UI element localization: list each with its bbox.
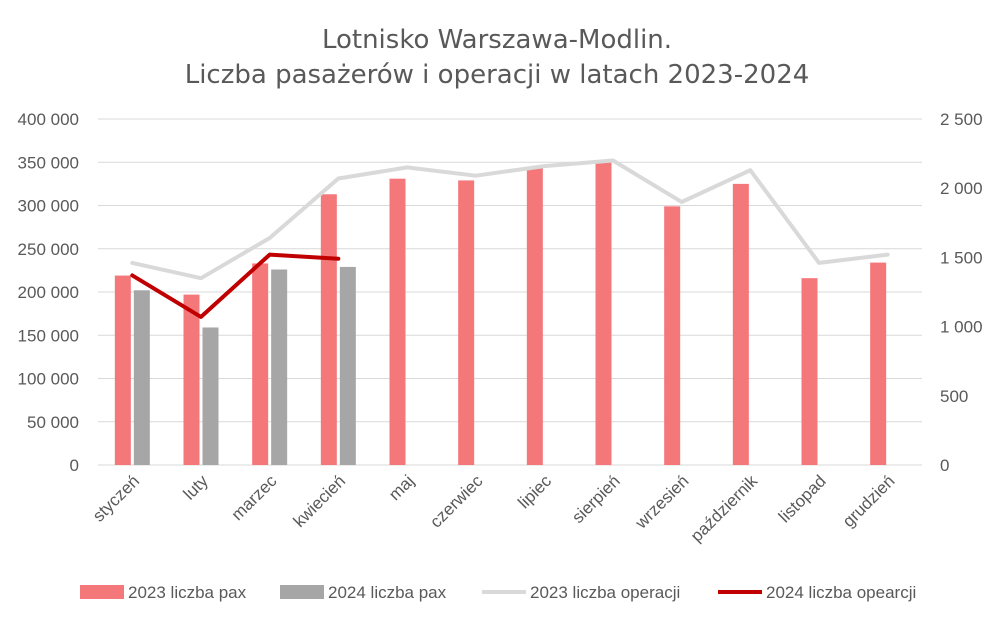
bar [458, 180, 475, 466]
bar [202, 327, 219, 465]
bar [801, 278, 818, 465]
legend-label: 2023 liczba pax [128, 583, 247, 602]
x-tick-label: kwiecień [290, 471, 350, 531]
bar [732, 183, 749, 465]
legend-swatch [80, 585, 124, 599]
legend: 2023 liczba pax 2024 liczba pax 2023 liczb… [80, 583, 916, 602]
x-tick-label: grudzień [839, 471, 899, 531]
bar [664, 206, 681, 466]
bar [526, 167, 543, 465]
x-tick-label: lipiec [514, 471, 555, 512]
series-line [130, 252, 341, 319]
y-right-tick-label: 1 500 [940, 248, 983, 267]
gridlines [98, 118, 922, 466]
lines [130, 158, 890, 319]
y-left-tick-label: 100 000 [18, 370, 79, 389]
y-left-tick-label: 400 000 [18, 110, 79, 129]
y-right-tick-label: 2 000 [940, 179, 983, 198]
bar [133, 290, 150, 465]
y-left-tick-label: 200 000 [18, 283, 79, 302]
x-tick-label: czerwiec [426, 471, 487, 532]
x-tick-label: listopad [775, 471, 830, 526]
y-left-tick-label: 0 [70, 456, 79, 475]
x-axis: styczeń luty marzec kwiecień maj czerwiec lipi… [89, 471, 899, 546]
y-left-tick-label: 250 000 [18, 240, 79, 259]
series-line [130, 158, 890, 281]
x-tick-label: maj [385, 471, 418, 504]
y-right-tick-label: 500 [940, 387, 968, 406]
bar [870, 262, 887, 465]
x-tick-label: marzec [228, 471, 281, 524]
bar [320, 194, 337, 465]
y-right-tick-label: 1 000 [940, 318, 983, 337]
y-right-tick-label: 0 [940, 456, 949, 475]
bar [252, 263, 269, 465]
y-left-tick-label: 50 000 [27, 413, 79, 432]
bar [595, 162, 612, 465]
y-left-tick-label: 300 000 [18, 197, 79, 216]
legend-swatch [280, 585, 324, 599]
bar [271, 269, 288, 465]
bar [389, 178, 406, 465]
bar [183, 294, 200, 465]
legend-label: 2024 liczba opearcji [766, 583, 916, 602]
bar [339, 266, 356, 465]
y-left-tick-label: 150 000 [18, 326, 79, 345]
chart-title-line-1: Lotnisko Warszawa-Modlin. [322, 25, 672, 55]
legend-label: 2024 liczba pax [328, 583, 447, 602]
x-tick-label: październik [687, 471, 762, 546]
bars [114, 162, 887, 466]
bar [114, 275, 131, 465]
x-tick-label: luty [180, 471, 212, 503]
y-right-tick-label: 2 500 [940, 110, 983, 129]
y-left-tick-label: 350 000 [18, 153, 79, 172]
x-tick-label: wrzesień [631, 471, 693, 533]
y-axis-right: 0 500 1 000 1 500 2 000 2 500 [940, 110, 983, 475]
chart-title-line-2: Liczba pasażerów i operacji w latach 202… [185, 60, 810, 90]
y-axis-left: 0 50 000 100 000 150 000 200 000 250 000 300 0… [18, 110, 79, 475]
legend-label: 2023 liczba operacji [530, 583, 680, 602]
x-tick-label: styczeń [89, 471, 143, 525]
x-tick-label: sierpień [568, 471, 624, 527]
